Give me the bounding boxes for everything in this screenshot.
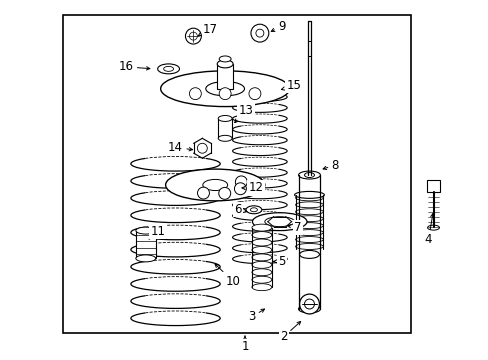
Bar xyxy=(63,15,410,333)
Ellipse shape xyxy=(219,56,231,62)
Ellipse shape xyxy=(251,254,271,261)
Ellipse shape xyxy=(295,216,323,222)
Ellipse shape xyxy=(163,66,173,71)
Ellipse shape xyxy=(295,243,323,249)
Circle shape xyxy=(197,187,209,199)
Bar xyxy=(218,118,232,138)
Text: 1: 1 xyxy=(241,336,248,353)
Circle shape xyxy=(248,88,260,100)
Ellipse shape xyxy=(136,227,155,234)
Circle shape xyxy=(299,294,319,314)
Ellipse shape xyxy=(295,223,323,229)
Text: 4: 4 xyxy=(424,213,433,246)
Ellipse shape xyxy=(295,209,323,215)
Ellipse shape xyxy=(298,171,320,179)
Text: 5: 5 xyxy=(273,255,285,268)
Ellipse shape xyxy=(251,269,271,276)
Circle shape xyxy=(197,143,207,153)
Ellipse shape xyxy=(294,192,324,198)
Bar xyxy=(136,231,155,258)
Ellipse shape xyxy=(251,261,271,268)
Text: 15: 15 xyxy=(281,79,301,92)
Text: 12: 12 xyxy=(242,181,263,194)
Ellipse shape xyxy=(251,239,271,246)
Text: 8: 8 xyxy=(323,159,338,172)
Ellipse shape xyxy=(218,116,232,121)
Text: 11: 11 xyxy=(149,225,165,239)
Circle shape xyxy=(250,24,268,42)
Ellipse shape xyxy=(298,305,320,313)
Text: 17: 17 xyxy=(198,23,217,36)
Ellipse shape xyxy=(251,247,271,253)
Text: 2: 2 xyxy=(279,321,300,343)
Circle shape xyxy=(185,28,201,44)
Ellipse shape xyxy=(427,225,439,230)
Text: 10: 10 xyxy=(215,264,240,288)
Circle shape xyxy=(304,299,314,309)
Ellipse shape xyxy=(251,276,271,283)
Circle shape xyxy=(234,183,246,195)
Circle shape xyxy=(218,188,230,199)
Ellipse shape xyxy=(295,230,323,235)
Ellipse shape xyxy=(245,206,262,214)
Ellipse shape xyxy=(250,208,257,212)
Ellipse shape xyxy=(295,195,323,201)
Text: 7: 7 xyxy=(287,221,301,234)
Text: 13: 13 xyxy=(234,104,253,123)
Text: 3: 3 xyxy=(248,309,264,323)
Bar xyxy=(426,180,440,192)
Ellipse shape xyxy=(165,169,264,201)
Circle shape xyxy=(189,88,201,100)
Circle shape xyxy=(219,88,231,100)
Ellipse shape xyxy=(136,255,155,262)
Ellipse shape xyxy=(217,60,233,68)
Ellipse shape xyxy=(295,202,323,208)
Ellipse shape xyxy=(251,224,271,231)
Ellipse shape xyxy=(304,172,314,177)
Circle shape xyxy=(255,29,264,37)
Text: 14: 14 xyxy=(168,141,192,154)
Ellipse shape xyxy=(264,217,294,227)
Ellipse shape xyxy=(218,135,232,141)
Ellipse shape xyxy=(203,179,227,190)
Text: 16: 16 xyxy=(118,60,149,73)
Ellipse shape xyxy=(252,213,306,231)
Ellipse shape xyxy=(157,64,179,74)
Circle shape xyxy=(189,32,197,40)
Text: 9: 9 xyxy=(271,20,285,33)
Bar xyxy=(217,64,233,89)
Ellipse shape xyxy=(205,82,244,96)
Ellipse shape xyxy=(299,251,319,258)
Text: 6: 6 xyxy=(234,203,246,216)
Ellipse shape xyxy=(295,237,323,243)
Ellipse shape xyxy=(251,231,271,239)
Circle shape xyxy=(235,176,247,188)
Ellipse shape xyxy=(161,71,289,107)
Ellipse shape xyxy=(251,284,271,291)
